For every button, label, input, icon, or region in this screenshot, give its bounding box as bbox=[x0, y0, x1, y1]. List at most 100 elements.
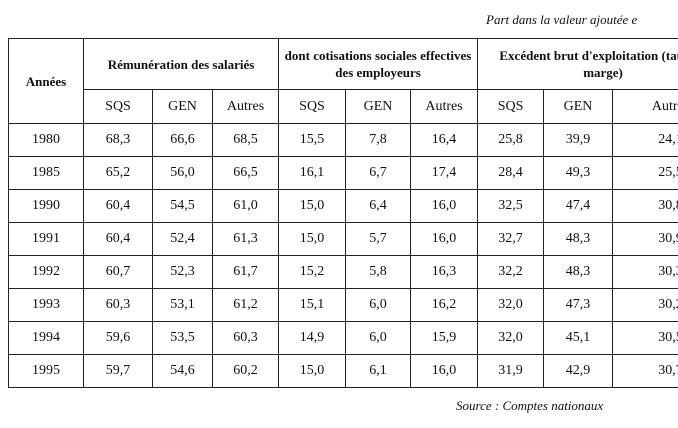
group-header: dont cotisations sociales effectives des… bbox=[277, 38, 479, 90]
value-cell: 16,3 bbox=[409, 255, 479, 289]
value-cell: 30,3 bbox=[612, 255, 678, 289]
value-cell: 49,3 bbox=[543, 156, 614, 190]
value-cell: 47,4 bbox=[543, 189, 614, 223]
value-cell: 61,2 bbox=[212, 288, 279, 322]
sub-header: GEN bbox=[152, 89, 213, 124]
value-cell: 52,3 bbox=[152, 255, 213, 289]
sub-header: SQS bbox=[83, 89, 153, 124]
value-cell: 56,0 bbox=[152, 156, 213, 190]
value-cell: 16,2 bbox=[409, 288, 479, 322]
value-cell: 59,7 bbox=[83, 354, 153, 388]
value-cell: 30,8 bbox=[612, 189, 678, 223]
value-cell: 30,2 bbox=[612, 288, 678, 322]
data-table: Années Rémunération des salariés dont coti… bbox=[8, 38, 678, 388]
table-note: Part dans la valeur ajoutée e bbox=[486, 12, 638, 27]
value-cell: 54,6 bbox=[152, 354, 213, 388]
value-cell: 15,2 bbox=[278, 255, 346, 289]
value-cell: 6,0 bbox=[345, 321, 411, 355]
value-cell: 61,3 bbox=[212, 222, 279, 256]
value-cell: 16,0 bbox=[409, 189, 479, 223]
value-cell: 60,4 bbox=[83, 222, 153, 256]
value-cell: 16,0 bbox=[409, 354, 479, 388]
value-cell: 25,5 bbox=[612, 156, 678, 190]
value-cell: 16,1 bbox=[278, 156, 346, 190]
year-cell: 1993 bbox=[8, 288, 84, 322]
value-cell: 66,5 bbox=[212, 156, 279, 190]
value-cell: 31,9 bbox=[477, 354, 545, 388]
value-cell: 68,3 bbox=[83, 123, 153, 157]
value-cell: 48,3 bbox=[543, 255, 614, 289]
value-cell: 15,9 bbox=[409, 321, 479, 355]
value-cell: 16,4 bbox=[409, 123, 479, 157]
value-cell: 30,5 bbox=[612, 321, 678, 355]
value-cell: 59,6 bbox=[83, 321, 153, 355]
value-cell: 32,7 bbox=[477, 222, 545, 256]
value-cell: 66,6 bbox=[152, 123, 213, 157]
value-cell: 25,8 bbox=[477, 123, 545, 157]
value-cell: 7,8 bbox=[345, 123, 411, 157]
sub-header: GEN bbox=[543, 89, 614, 124]
value-cell: 47,3 bbox=[543, 288, 614, 322]
value-cell: 39,9 bbox=[543, 123, 614, 157]
year-cell: 1991 bbox=[8, 222, 84, 256]
value-cell: 6,1 bbox=[345, 354, 411, 388]
value-cell: 53,5 bbox=[152, 321, 213, 355]
value-cell: 28,4 bbox=[477, 156, 545, 190]
value-cell: 60,4 bbox=[83, 189, 153, 223]
year-cell: 1992 bbox=[8, 255, 84, 289]
value-cell: 15,0 bbox=[278, 354, 346, 388]
value-cell: 32,0 bbox=[477, 321, 545, 355]
value-cell: 60,7 bbox=[83, 255, 153, 289]
sub-header: Autres bbox=[409, 89, 479, 124]
value-cell: 32,0 bbox=[477, 288, 545, 322]
value-cell: 48,3 bbox=[543, 222, 614, 256]
group-header: Rémunération des salariés bbox=[83, 38, 279, 90]
source-note: Source : Comptes nationaux bbox=[456, 398, 604, 413]
value-cell: 15,5 bbox=[278, 123, 346, 157]
value-cell: 32,5 bbox=[477, 189, 545, 223]
value-cell: 42,9 bbox=[543, 354, 614, 388]
value-cell: 68,5 bbox=[212, 123, 279, 157]
sub-header: Autres bbox=[212, 89, 279, 124]
value-cell: 60,3 bbox=[83, 288, 153, 322]
group-header-row: Années Rémunération des salariés dont coti… bbox=[8, 38, 678, 124]
value-cell: 6,4 bbox=[345, 189, 411, 223]
sub-header: SQS bbox=[477, 89, 545, 124]
value-cell: 6,7 bbox=[345, 156, 411, 190]
value-cell: 14,9 bbox=[278, 321, 346, 355]
year-cell: 1980 bbox=[8, 123, 84, 157]
table-container: Années Rémunération des salariés dont coti… bbox=[8, 38, 678, 390]
value-cell: 65,2 bbox=[83, 156, 153, 190]
value-cell: 60,2 bbox=[212, 354, 279, 388]
value-cell: 53,1 bbox=[152, 288, 213, 322]
year-cell: 1994 bbox=[8, 321, 84, 355]
group-header: Excédent brut d'exploitation (taux de ma… bbox=[477, 38, 678, 90]
value-cell: 60,3 bbox=[212, 321, 279, 355]
value-cell: 15,0 bbox=[278, 222, 346, 256]
value-cell: 24,1 bbox=[612, 123, 678, 157]
value-cell: 16,0 bbox=[409, 222, 479, 256]
value-cell: 30,9 bbox=[612, 222, 678, 256]
value-cell: 5,8 bbox=[345, 255, 411, 289]
year-cell: 1995 bbox=[8, 354, 84, 388]
value-cell: 32,2 bbox=[477, 255, 545, 289]
sub-header: GEN bbox=[345, 89, 411, 124]
sub-header: SQS bbox=[278, 89, 346, 124]
value-cell: 30,7 bbox=[612, 354, 678, 388]
value-cell: 52,4 bbox=[152, 222, 213, 256]
value-cell: 45,1 bbox=[543, 321, 614, 355]
value-cell: 5,7 bbox=[345, 222, 411, 256]
group-header: Années bbox=[8, 38, 84, 124]
value-cell: 61,7 bbox=[212, 255, 279, 289]
value-cell: 61,0 bbox=[212, 189, 279, 223]
value-cell: 54,5 bbox=[152, 189, 213, 223]
sub-header: Autres bbox=[612, 89, 678, 124]
